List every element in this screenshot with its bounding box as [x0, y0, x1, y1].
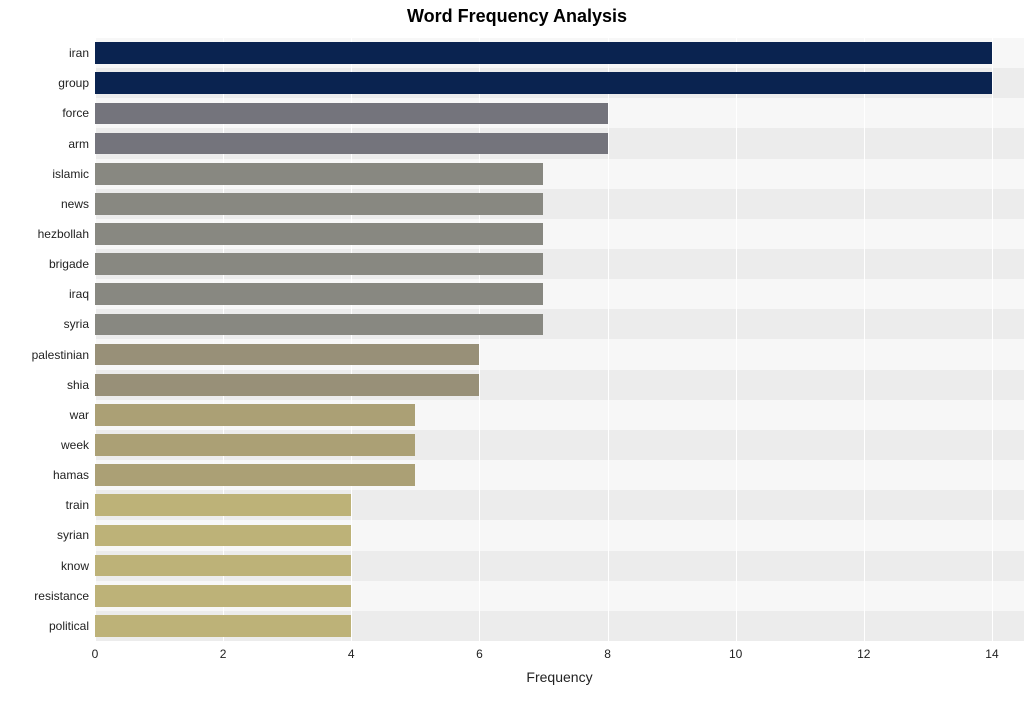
- bar-syria: [95, 314, 543, 336]
- bar-islamic: [95, 163, 543, 185]
- y-tick-label: force: [62, 106, 95, 120]
- bar-hamas: [95, 464, 415, 486]
- bar-syrian: [95, 525, 351, 547]
- plot-area: irangroupforcearmislamicnewshezbollahbri…: [95, 38, 1024, 641]
- y-tick-label: iran: [69, 46, 95, 60]
- y-tick-label: week: [61, 438, 95, 452]
- bar-iraq: [95, 283, 543, 305]
- bar-group: [95, 72, 992, 94]
- y-tick-label: hamas: [53, 468, 95, 482]
- bar-brigade: [95, 253, 543, 275]
- x-tick-label: 2: [220, 647, 227, 661]
- gridline: [736, 38, 737, 641]
- bar-week: [95, 434, 415, 456]
- y-tick-label: syrian: [57, 528, 95, 542]
- y-tick-label: shia: [67, 378, 95, 392]
- y-tick-label: brigade: [49, 257, 95, 271]
- bar-resistance: [95, 585, 351, 607]
- y-tick-label: palestinian: [32, 348, 95, 362]
- gridline: [223, 38, 224, 641]
- gridline: [992, 38, 993, 641]
- bar-hezbollah: [95, 223, 543, 245]
- word-frequency-chart: Word Frequency Analysis irangroupforcear…: [0, 0, 1034, 701]
- y-tick-label: group: [58, 76, 95, 90]
- gridline: [864, 38, 865, 641]
- y-tick-label: political: [49, 619, 95, 633]
- bar-iran: [95, 42, 992, 64]
- bar-know: [95, 555, 351, 577]
- bar-shia: [95, 374, 479, 396]
- x-tick-label: 10: [729, 647, 742, 661]
- x-axis-title: Frequency: [526, 669, 592, 685]
- bar-force: [95, 103, 608, 125]
- x-tick-label: 12: [857, 647, 870, 661]
- x-tick-label: 4: [348, 647, 355, 661]
- gridline: [95, 38, 96, 641]
- y-tick-label: know: [61, 559, 95, 573]
- gridline: [351, 38, 352, 641]
- bar-news: [95, 193, 543, 215]
- y-tick-label: syria: [64, 317, 95, 331]
- x-tick-label: 8: [604, 647, 611, 661]
- bar-arm: [95, 133, 608, 155]
- x-tick-label: 6: [476, 647, 483, 661]
- y-tick-label: arm: [68, 137, 95, 151]
- y-tick-label: resistance: [34, 589, 95, 603]
- y-tick-label: hezbollah: [38, 227, 95, 241]
- bar-war: [95, 404, 415, 426]
- bar-political: [95, 615, 351, 637]
- y-tick-label: iraq: [69, 287, 95, 301]
- chart-title: Word Frequency Analysis: [0, 6, 1034, 27]
- y-tick-label: train: [66, 498, 95, 512]
- y-tick-label: islamic: [52, 167, 95, 181]
- y-tick-label: war: [70, 408, 95, 422]
- y-tick-label: news: [61, 197, 95, 211]
- bar-train: [95, 494, 351, 516]
- x-tick-label: 14: [985, 647, 998, 661]
- x-tick-label: 0: [92, 647, 99, 661]
- gridline: [608, 38, 609, 641]
- gridline: [479, 38, 480, 641]
- bar-palestinian: [95, 344, 479, 366]
